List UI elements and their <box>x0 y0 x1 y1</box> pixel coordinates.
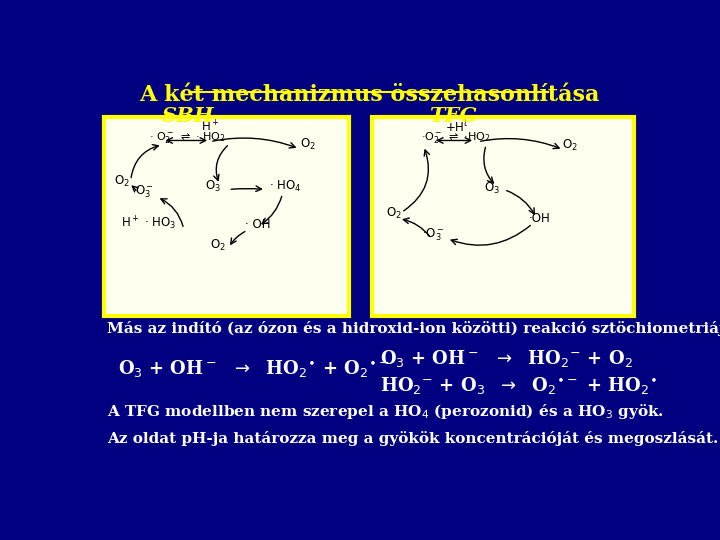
Text: Az oldat pH-ja határozza meg a gyökök koncentrációját és megoszlását.: Az oldat pH-ja határozza meg a gyökök ko… <box>107 431 718 445</box>
Text: ·O$_2^-$ $\rightleftharpoons$ ·HO$_2$: ·O$_2^-$ $\rightleftharpoons$ ·HO$_2$ <box>420 131 490 145</box>
FancyBboxPatch shape <box>372 117 634 316</box>
Text: O$_3$: O$_3$ <box>204 179 221 194</box>
Text: SBH: SBH <box>161 106 214 126</box>
Text: A TFG modellben nem szerepel a HO$_4$ (perozonid) és a HO$_3$ gyök.: A TFG modellben nem szerepel a HO$_4$ (p… <box>107 402 664 421</box>
Text: HO$_2$$^{-}$ + O$_3$  $\rightarrow$  O$_2$$^{\bullet-}$ + HO$_2$$^{\bullet}$: HO$_2$$^{-}$ + O$_3$ $\rightarrow$ O$_2$… <box>380 375 657 396</box>
Text: O$_3$ + OH$^-$  $\rightarrow$  HO$_2$$^{\bullet}$ + O$_2$$^{\bullet-}$: O$_3$ + OH$^-$ $\rightarrow$ HO$_2$$^{\b… <box>118 358 390 379</box>
FancyBboxPatch shape <box>104 117 349 316</box>
Text: O$_2$: O$_2$ <box>210 238 226 253</box>
Text: O$_2$: O$_2$ <box>386 206 402 221</box>
Text: · OH: · OH <box>245 218 270 231</box>
Text: H$^+$ · HO$_3$: H$^+$ · HO$_3$ <box>121 215 176 232</box>
Text: O$_3$: O$_3$ <box>484 180 500 195</box>
Text: Más az indító (az ózon és a hidroxid-ion közötti) reakció sztöchiometriája.: Más az indító (az ózon és a hidroxid-ion… <box>107 321 720 336</box>
Text: O$_2$: O$_2$ <box>300 137 315 152</box>
Text: +H$^t$: +H$^t$ <box>445 119 469 134</box>
Text: ·OH: ·OH <box>528 212 550 225</box>
Text: ·O$_3^-$: ·O$_3^-$ <box>422 226 444 243</box>
Text: O$_3$ + OH$^-$  $\rightarrow$  HO$_2$$^{-}$ + O$_2$: O$_3$ + OH$^-$ $\rightarrow$ HO$_2$$^{-}… <box>380 348 633 368</box>
Text: · HO$_4$: · HO$_4$ <box>269 179 302 194</box>
Text: H$^+$: H$^+$ <box>201 119 220 134</box>
Text: O$_2$: O$_2$ <box>562 138 577 153</box>
Text: · O$_2^-$ $\rightleftharpoons$ · HO$_2$: · O$_2^-$ $\rightleftharpoons$ · HO$_2$ <box>149 131 226 145</box>
Text: O$_3^-$: O$_3^-$ <box>135 184 154 200</box>
Text: A két mechanizmus összehasonlítása: A két mechanizmus összehasonlítása <box>139 84 599 105</box>
Text: TFG: TFG <box>428 106 477 126</box>
Text: O$_2$: O$_2$ <box>114 174 130 190</box>
